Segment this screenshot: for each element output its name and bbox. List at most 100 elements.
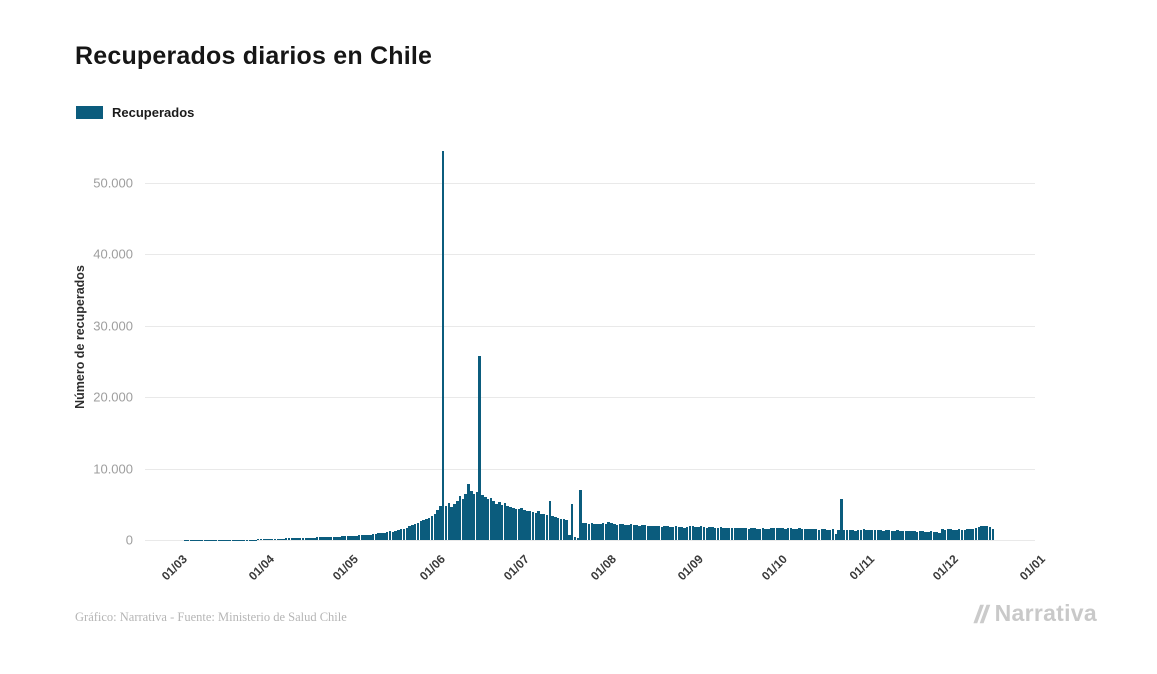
x-tick-label: 01/03 (158, 552, 190, 584)
bar (826, 529, 829, 540)
bar (915, 531, 919, 540)
bar (467, 484, 470, 540)
x-tick-label: 01/09 (674, 552, 706, 584)
bar (338, 536, 341, 540)
bar (484, 497, 487, 540)
bar (691, 526, 695, 540)
bar (907, 530, 910, 540)
bar (327, 537, 330, 540)
bar (899, 530, 902, 540)
bar (798, 528, 801, 540)
bar (500, 505, 504, 540)
bar (784, 528, 787, 540)
bar (966, 529, 969, 540)
bar (584, 523, 588, 540)
bar (430, 516, 434, 540)
bar (341, 536, 344, 540)
bar (371, 534, 375, 540)
bar (352, 535, 355, 540)
bar (596, 523, 599, 540)
y-tick-label: 10.000 (93, 461, 133, 477)
bar (725, 527, 728, 540)
bar (778, 527, 781, 540)
bar (845, 530, 849, 540)
bar (259, 539, 263, 540)
bar (318, 537, 322, 540)
bar (321, 537, 324, 540)
bar (405, 527, 409, 540)
bar (848, 530, 852, 540)
bar (604, 523, 608, 540)
bar (355, 535, 358, 540)
bar (514, 508, 518, 540)
bar (963, 530, 966, 540)
bar (971, 528, 975, 540)
bar (932, 531, 936, 540)
narrativa-logo: Narrativa (970, 600, 1097, 627)
bar (638, 526, 641, 540)
bar (565, 520, 568, 540)
bar (957, 529, 961, 540)
bar (388, 531, 392, 540)
bar (666, 526, 669, 540)
bar (879, 530, 882, 540)
x-tick-label: 01/11 (846, 552, 877, 583)
bar (744, 528, 748, 540)
bar (983, 525, 986, 540)
bar (733, 527, 737, 540)
bar (885, 530, 888, 540)
y-tick-label: 30.000 (93, 318, 133, 334)
bar (464, 493, 467, 540)
bar (531, 512, 535, 540)
legend-swatch (76, 106, 103, 119)
bar (657, 526, 661, 540)
bar (901, 531, 905, 540)
bar (610, 523, 613, 540)
bar (655, 526, 658, 540)
x-tick-label: 01/08 (587, 552, 619, 584)
bar (792, 528, 795, 540)
bar (517, 509, 521, 540)
y-tick-label: 50.000 (93, 175, 133, 191)
bar (716, 527, 720, 540)
bar (705, 527, 709, 540)
bar (618, 523, 622, 540)
bar (918, 531, 922, 540)
bar (952, 529, 955, 540)
bar (893, 531, 896, 540)
bar (556, 517, 560, 540)
bar (702, 526, 706, 540)
gridline (145, 540, 1035, 541)
bar (408, 526, 411, 540)
bar (806, 529, 809, 540)
bar (296, 538, 299, 540)
bar (601, 522, 605, 540)
bar (402, 528, 406, 540)
bar (385, 532, 389, 540)
bar (284, 538, 288, 540)
bar (422, 520, 425, 540)
bar (910, 531, 913, 540)
bar (624, 525, 627, 540)
bar (865, 529, 868, 540)
bar (383, 532, 386, 540)
legend-label: Recuperados (112, 105, 195, 120)
bar (380, 533, 383, 540)
y-tick-label: 20.000 (93, 389, 133, 405)
bar (590, 523, 594, 540)
bar (413, 524, 417, 540)
bar (988, 527, 992, 540)
bar (817, 529, 821, 540)
bar (991, 528, 995, 540)
bar (542, 514, 546, 540)
bar (520, 507, 523, 540)
bar (472, 494, 476, 540)
bar (831, 529, 835, 540)
bar (896, 530, 899, 540)
bar (492, 501, 495, 540)
bar (812, 528, 815, 540)
chart-title: Recuperados diarios en Chile (75, 42, 433, 70)
bar (941, 529, 944, 540)
bar (837, 529, 840, 540)
bar (772, 528, 776, 540)
